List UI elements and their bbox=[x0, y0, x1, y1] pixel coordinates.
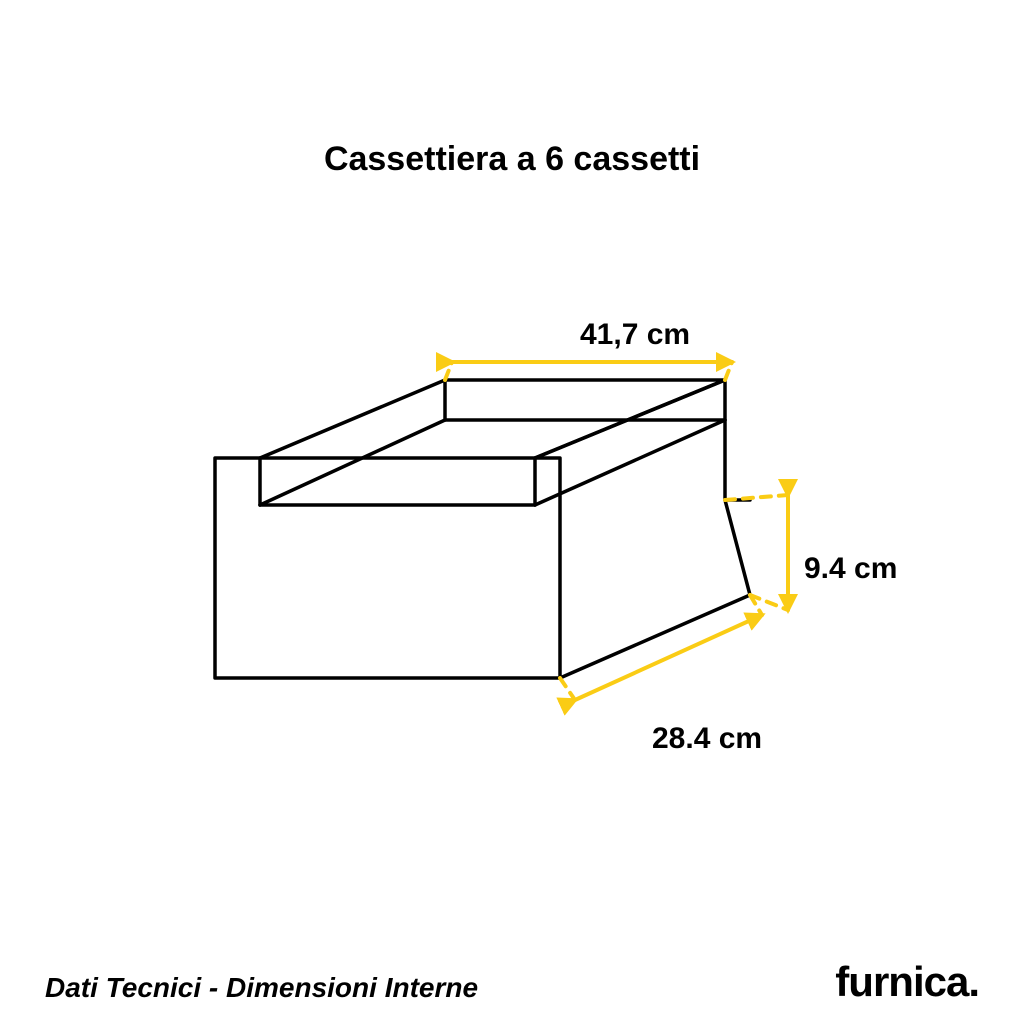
drawer-diagram bbox=[0, 0, 1024, 1024]
drawer-outline bbox=[215, 380, 750, 678]
dimension-lines bbox=[445, 362, 788, 700]
